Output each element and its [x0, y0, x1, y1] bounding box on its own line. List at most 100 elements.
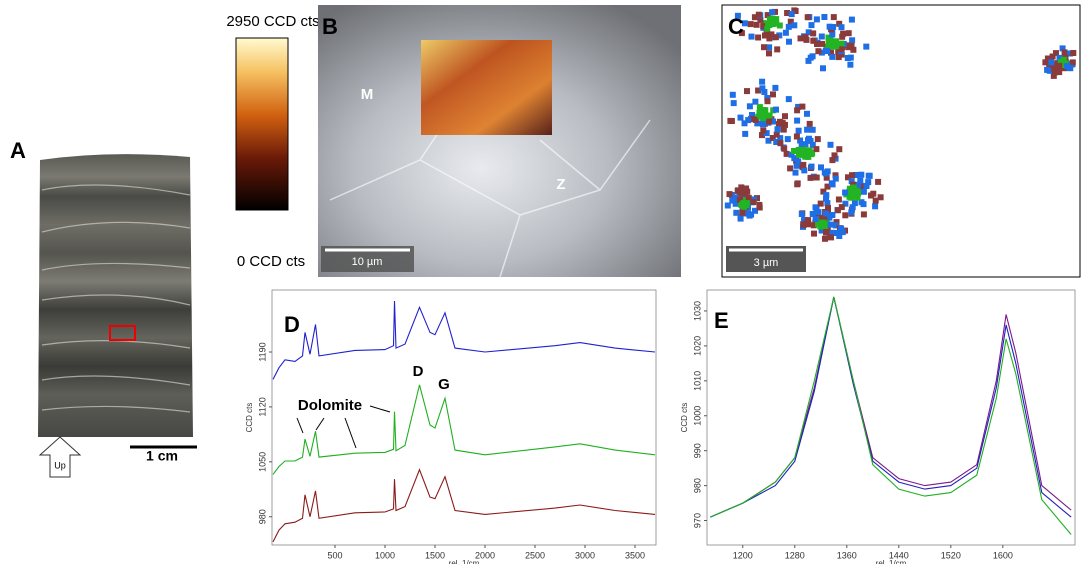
phase-pixel [757, 110, 763, 116]
x-tick-label: 2500 [525, 550, 545, 560]
phase-pixel [849, 172, 855, 178]
up-arrow [40, 437, 80, 477]
y-tick-label: 1010 [692, 371, 702, 391]
phase-pixel [870, 191, 876, 197]
phase-pixel [827, 222, 833, 228]
phase-pixel [730, 92, 736, 98]
panel-label: E [714, 308, 729, 333]
phase-pixel [794, 134, 800, 140]
phase-pixel [747, 103, 753, 109]
annotation: Dolomite [298, 397, 362, 414]
x-tick-label: 3500 [625, 550, 645, 560]
x-tick-label: 1280 [785, 550, 805, 560]
phase-pixel [781, 146, 787, 152]
phase-pixel [749, 34, 755, 40]
phase-pixel [798, 35, 804, 41]
phase-pixel [850, 204, 856, 210]
phase-pixel [804, 127, 810, 133]
phase-pixel [804, 111, 810, 117]
x-tick-label: 1200 [733, 550, 753, 560]
phase-pixel [814, 41, 820, 47]
y-tick-label: 970 [692, 513, 702, 528]
phase-pixel [767, 21, 773, 27]
phase-pixel [815, 136, 821, 142]
phase-pixel [789, 11, 795, 17]
phase-pixel [829, 180, 835, 186]
y-tick-label: 1190 [257, 342, 267, 361]
spectrum [710, 297, 1071, 517]
annotation: D [413, 363, 424, 380]
panel-label: C [728, 14, 744, 39]
phase-pixel [861, 211, 867, 217]
phase-pixel [752, 99, 758, 105]
mineral-label: Z [556, 176, 565, 193]
phase-pixel [805, 221, 811, 227]
panel-label: B [322, 14, 338, 39]
phase-pixel [836, 197, 842, 203]
phase-pixel [768, 31, 774, 37]
phase-pixel [823, 211, 829, 217]
phase-pixel [738, 216, 744, 222]
phase-pixel [861, 201, 867, 207]
phase-pixel [855, 195, 861, 201]
phase-pixel [757, 104, 763, 110]
phase-pixel [823, 48, 829, 54]
phase-pixel [858, 172, 864, 178]
phase-pixel [799, 141, 805, 147]
x-tick-label: 3000 [575, 550, 595, 560]
y-tick-label: 1020 [692, 336, 702, 356]
phase-pixel [742, 131, 748, 137]
phase-pixel [820, 65, 826, 71]
phase-pixel [839, 24, 845, 30]
phase-pixel [828, 234, 834, 240]
phase-pixel [759, 79, 765, 85]
phase-pixel [773, 107, 779, 113]
phase-pixel [846, 30, 852, 36]
phase-pixel [786, 96, 792, 102]
phase-pixel [793, 170, 799, 176]
scale-label: 10 µm [352, 256, 383, 268]
phase-pixel [863, 44, 869, 50]
spectrum [710, 297, 1071, 517]
colorbar-min: 0 CCD cts [237, 253, 305, 270]
phase-pixel [796, 128, 802, 134]
x-tick-label: 1600 [993, 550, 1013, 560]
phase-pixel [801, 167, 807, 173]
phase-pixel [814, 16, 820, 22]
phase-pixel [808, 138, 814, 144]
y-axis-label: CCD cts [680, 403, 689, 433]
phase-pixel [1070, 50, 1076, 56]
phase-pixel [864, 183, 870, 189]
y-tick-label: 1030 [692, 301, 702, 321]
phase-pixel [756, 12, 762, 18]
phase-pixel [821, 14, 827, 20]
phase-pixel [796, 147, 802, 153]
phase-pixel [775, 127, 781, 133]
panel-label: A [10, 138, 26, 163]
phase-pixel [774, 46, 780, 52]
phase-pixel [819, 41, 825, 47]
phase-pixel [1067, 65, 1073, 71]
phase-pixel [872, 203, 878, 209]
y-tick-label: 990 [692, 443, 702, 458]
phase-pixel [739, 209, 745, 215]
phase-pixel [839, 41, 845, 47]
phase-pixel [729, 198, 735, 204]
phase-pixel [781, 127, 787, 133]
phase-pixel [805, 14, 811, 20]
phase-pixel [842, 190, 848, 196]
phase-pixel [786, 24, 792, 30]
phase-pixel [776, 121, 782, 127]
phase-pixel [829, 157, 835, 163]
phase-pixel [765, 98, 771, 104]
panel-label: D [284, 312, 300, 337]
phase-pixel [733, 210, 739, 216]
phase-pixel [731, 100, 737, 106]
phase-pixel [850, 47, 856, 53]
phase-pixel [804, 37, 810, 43]
phase-pixel [813, 216, 819, 222]
phase-pixel [766, 119, 772, 125]
x-axis-label: rel. 1/cm [876, 559, 907, 564]
phase-pixel [782, 113, 788, 119]
phase-pixel [822, 236, 828, 242]
